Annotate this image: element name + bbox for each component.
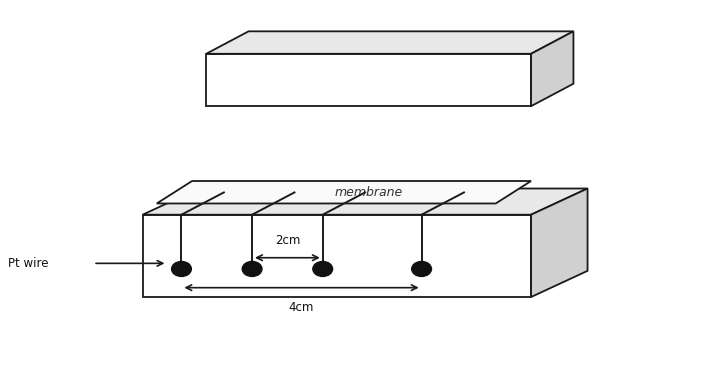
Ellipse shape [412, 262, 432, 276]
Polygon shape [206, 31, 574, 54]
Polygon shape [143, 188, 588, 215]
Ellipse shape [313, 262, 333, 276]
Polygon shape [206, 54, 531, 106]
Polygon shape [143, 215, 531, 297]
Text: membrane: membrane [335, 187, 403, 199]
Text: 4cm: 4cm [289, 301, 314, 314]
Polygon shape [157, 181, 531, 204]
Text: 2cm: 2cm [274, 233, 300, 247]
Ellipse shape [172, 262, 191, 276]
Polygon shape [531, 31, 574, 106]
Text: Pt wire: Pt wire [9, 257, 49, 270]
Ellipse shape [242, 262, 262, 276]
Polygon shape [531, 188, 588, 297]
